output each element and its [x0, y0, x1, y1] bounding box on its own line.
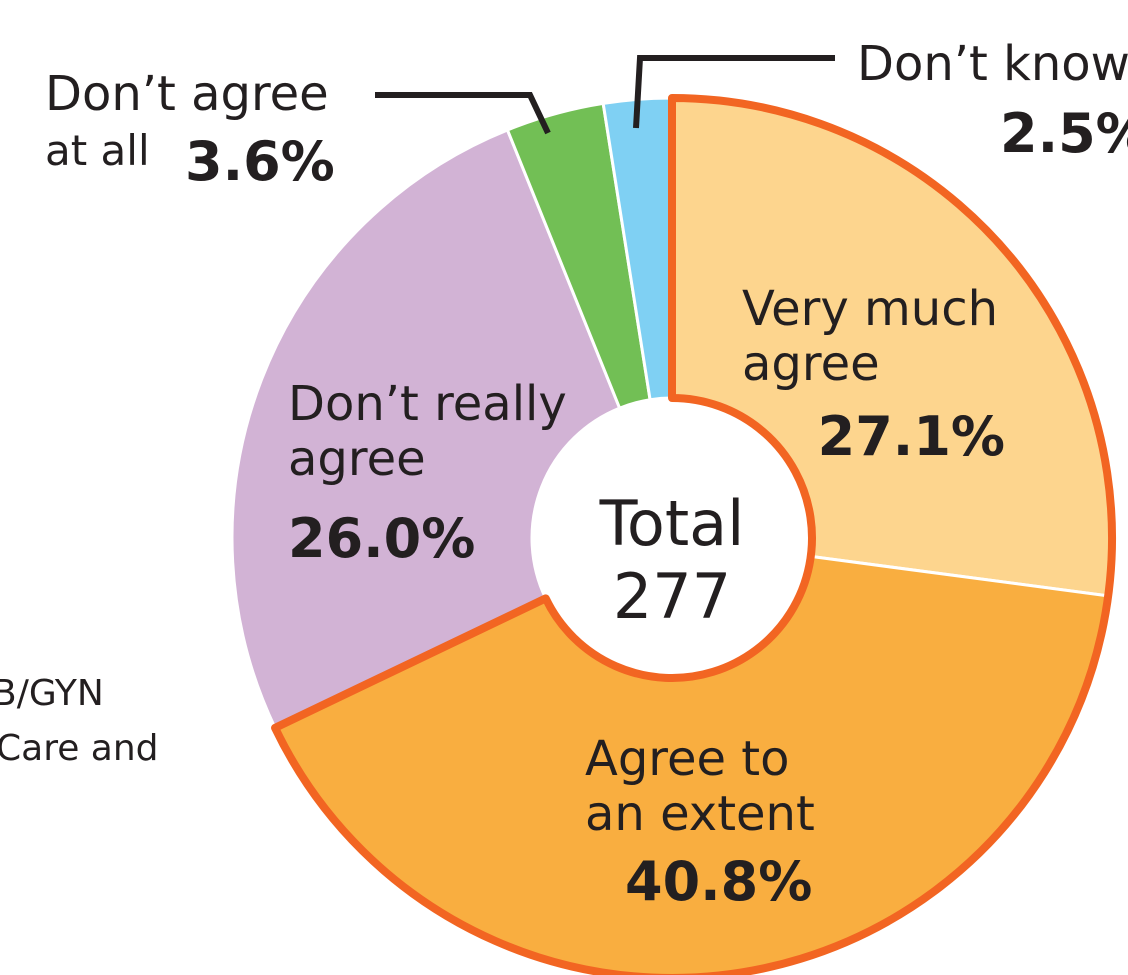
slice-label: Very much: [742, 281, 998, 337]
value-label: 3.6%: [185, 130, 335, 193]
slice-label: Agree to: [585, 731, 790, 787]
center-label: Total: [599, 487, 745, 560]
highlight-outline: [271, 94, 1116, 975]
side-text: B/GYN: [0, 673, 104, 714]
slice-label: at all: [45, 126, 150, 175]
slice-label: agree: [742, 336, 880, 392]
slice-label: an extent: [585, 786, 815, 842]
slice: [230, 127, 622, 730]
leader-line: [375, 92, 551, 135]
center-value: 277: [613, 560, 731, 633]
value-label: 2.5%: [1000, 102, 1128, 165]
value-label: 27.1%: [818, 405, 1005, 468]
leader-line: [633, 55, 835, 129]
slice-label: agree: [288, 431, 426, 487]
slice-label: Don’t really: [288, 376, 567, 432]
value-label: 40.8%: [625, 850, 812, 913]
value-label: 26.0%: [288, 507, 475, 570]
slices: [230, 94, 1116, 975]
side-text: Care and: [0, 728, 159, 769]
slice-label: Don’t know: [857, 36, 1128, 92]
slice-label: Don’t agree: [45, 66, 329, 122]
